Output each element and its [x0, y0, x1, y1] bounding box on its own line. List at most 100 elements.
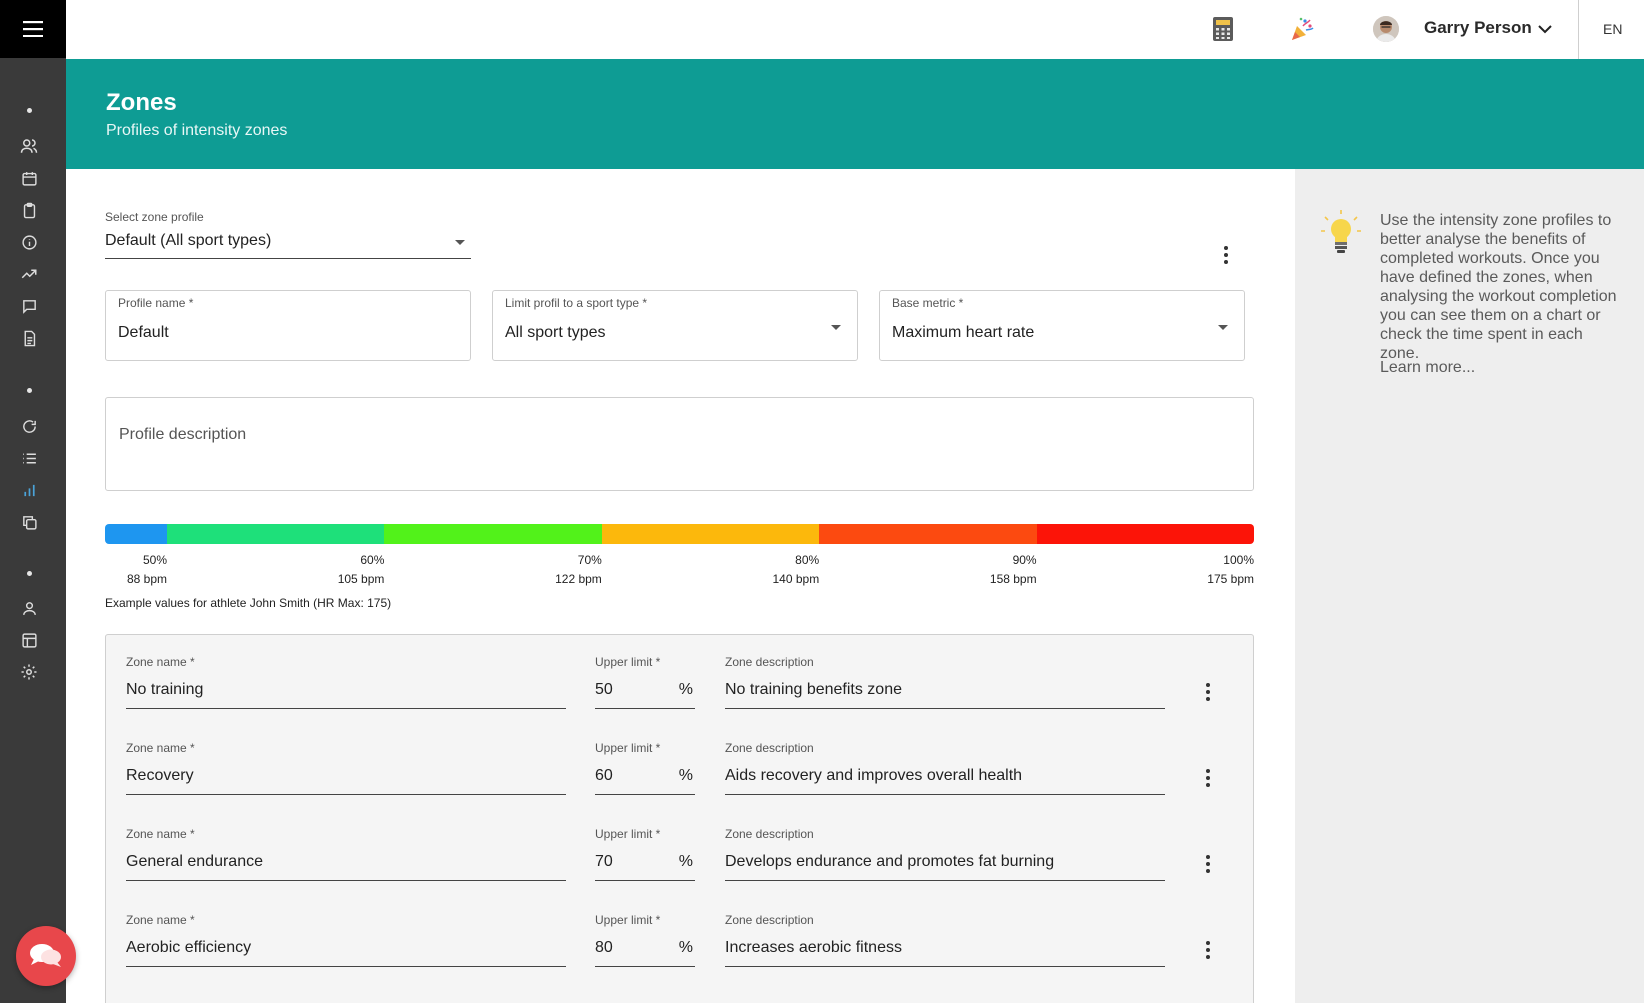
base-metric-value: Maximum heart rate [892, 324, 1035, 341]
zone-name-input[interactable]: Recovery [126, 763, 566, 795]
copy-icon[interactable] [17, 510, 41, 534]
profile-name-field[interactable]: Profile name * Default [105, 290, 471, 361]
upper-limit-field[interactable]: Upper limit * 70% [595, 827, 695, 881]
sport-type-select[interactable]: Limit profil to a sport type * All sport… [492, 290, 858, 361]
upper-limit-input[interactable]: 80% [595, 935, 695, 967]
menu-icon[interactable] [0, 0, 66, 58]
upper-limit-label: Upper limit * [595, 741, 661, 755]
zone-name-input[interactable]: General endurance [126, 849, 566, 881]
tick-bpm: 105 bpm [337, 572, 385, 586]
tick-percent: 90% [1012, 553, 1037, 567]
top-bar: Garry Person EN [66, 0, 1644, 59]
zone-more-options-icon[interactable] [1196, 852, 1220, 876]
zone-more-options-icon[interactable] [1196, 938, 1220, 962]
zone-tick-label: 60% 105 bpm [304, 551, 385, 589]
upper-limit-input[interactable]: 50% [595, 677, 695, 709]
divider [1578, 0, 1579, 59]
example-note: Example values for athlete John Smith (H… [105, 596, 392, 610]
profile-name-input[interactable]: Default [118, 324, 169, 341]
zone-color-segment [819, 524, 1037, 544]
bar-chart-icon[interactable] [17, 478, 41, 502]
zone-more-options-icon[interactable] [1196, 766, 1220, 790]
zone-name-input[interactable]: Aerobic efficiency [126, 935, 566, 967]
sidebar [0, 0, 76, 1003]
users-icon[interactable] [17, 134, 41, 158]
zone-name-label: Zone name * [126, 913, 195, 927]
calendar-icon[interactable] [17, 166, 41, 190]
layout-icon[interactable] [17, 628, 41, 652]
info-icon[interactable] [17, 230, 41, 254]
base-metric-label: Base metric * [892, 296, 964, 310]
zone-name-label: Zone name * [126, 827, 195, 841]
upper-limit-input[interactable]: 60% [595, 763, 695, 795]
zone-name-field[interactable]: Zone name * Aerobic efficiency [126, 913, 566, 967]
zone-description-label: Zone description [725, 655, 814, 669]
zone-tick-label: 90% 158 bpm [957, 551, 1037, 589]
calculator-icon[interactable] [1209, 15, 1237, 43]
avatar[interactable] [1373, 16, 1399, 42]
tick-bpm: 158 bpm [989, 572, 1037, 586]
zone-description-input[interactable]: No training benefits zone [725, 677, 1165, 709]
section-dot [27, 108, 32, 113]
clipboard-icon[interactable] [17, 198, 41, 222]
zone-color-segment [1036, 524, 1254, 544]
zone-description-label: Zone description [725, 913, 814, 927]
zone-profile-select-label: Select zone profile [105, 210, 204, 224]
profile-more-options-icon[interactable] [1214, 243, 1238, 267]
zone-row: Zone name * General endurance Upper limi… [106, 827, 1255, 913]
zone-color-segment [601, 524, 820, 544]
upper-limit-field[interactable]: Upper limit * 80% [595, 913, 695, 967]
upper-limit-field[interactable]: Upper limit * 60% [595, 741, 695, 795]
upper-limit-field[interactable]: Upper limit * 50% [595, 655, 695, 709]
zone-description-field[interactable]: Zone description Develops endurance and … [725, 827, 1165, 881]
zone-name-field[interactable]: Zone name * Recovery [126, 741, 566, 795]
tick-bpm: 122 bpm [555, 572, 602, 586]
profile-description-field[interactable]: Profile description [105, 397, 1254, 491]
chat-icon[interactable] [17, 294, 41, 318]
page-title: Zones [106, 89, 177, 116]
user-icon[interactable] [17, 596, 41, 620]
info-text: Use the intensity zone profiles to bette… [1380, 212, 1617, 362]
zone-name-input[interactable]: No training [126, 677, 566, 709]
learn-more-link[interactable]: Learn more... [1380, 359, 1476, 376]
zone-description-field[interactable]: Zone description Aids recovery and impro… [725, 741, 1165, 795]
zone-more-options-icon[interactable] [1196, 680, 1220, 704]
chevron-down-icon[interactable] [1536, 20, 1554, 38]
zone-color-segment [167, 524, 385, 544]
zone-description-field[interactable]: Zone description No training benefits zo… [725, 655, 1165, 709]
base-metric-select[interactable]: Base metric * Maximum heart rate [879, 290, 1245, 361]
settings-icon[interactable] [17, 660, 41, 684]
trending-up-icon[interactable] [17, 262, 41, 286]
zone-row: Zone name * Recovery Upper limit * 60% Z… [106, 741, 1255, 827]
page-header: Zones Profiles of intensity zones [66, 59, 1644, 169]
sport-type-value: All sport types [505, 324, 606, 341]
zone-profile-select-value[interactable]: Default (All sport types) [105, 232, 471, 259]
zone-profile-select[interactable]: Select zone profile Default (All sport t… [105, 210, 471, 259]
zone-description-input[interactable]: Aids recovery and improves overall healt… [725, 763, 1165, 795]
zone-name-field[interactable]: Zone name * General endurance [126, 827, 566, 881]
zone-description-field[interactable]: Zone description Increases aerobic fitne… [725, 913, 1165, 967]
zone-name-label: Zone name * [126, 655, 195, 669]
document-icon[interactable] [17, 326, 41, 350]
percent-sign: % [678, 767, 693, 784]
zone-color-segment [384, 524, 602, 544]
upper-limit-label: Upper limit * [595, 913, 661, 927]
dropdown-arrow-icon [1218, 325, 1228, 330]
lightbulb-icon [1320, 209, 1362, 259]
upper-limit-label: Upper limit * [595, 655, 661, 669]
refresh-icon[interactable] [17, 414, 41, 438]
language-selector[interactable]: EN [1603, 21, 1623, 37]
zone-description-input[interactable]: Develops endurance and promotes fat burn… [725, 849, 1165, 881]
list-icon[interactable] [17, 446, 41, 470]
upper-limit-input[interactable]: 70% [595, 849, 695, 881]
party-popper-icon[interactable] [1288, 15, 1316, 43]
zone-name-field[interactable]: Zone name * No training [126, 655, 566, 709]
tick-percent: 100% [1223, 553, 1254, 567]
percent-sign: % [678, 939, 693, 956]
chat-bubble-icon[interactable] [16, 926, 76, 986]
user-name[interactable]: Garry Person [1424, 18, 1532, 37]
sport-type-label: Limit profil to a sport type * [505, 296, 648, 310]
zone-description-input[interactable]: Increases aerobic fitness [725, 935, 1165, 967]
zone-tick-label: 70% 122 bpm [522, 551, 602, 589]
info-panel: Use the intensity zone profiles to bette… [1295, 169, 1644, 1003]
